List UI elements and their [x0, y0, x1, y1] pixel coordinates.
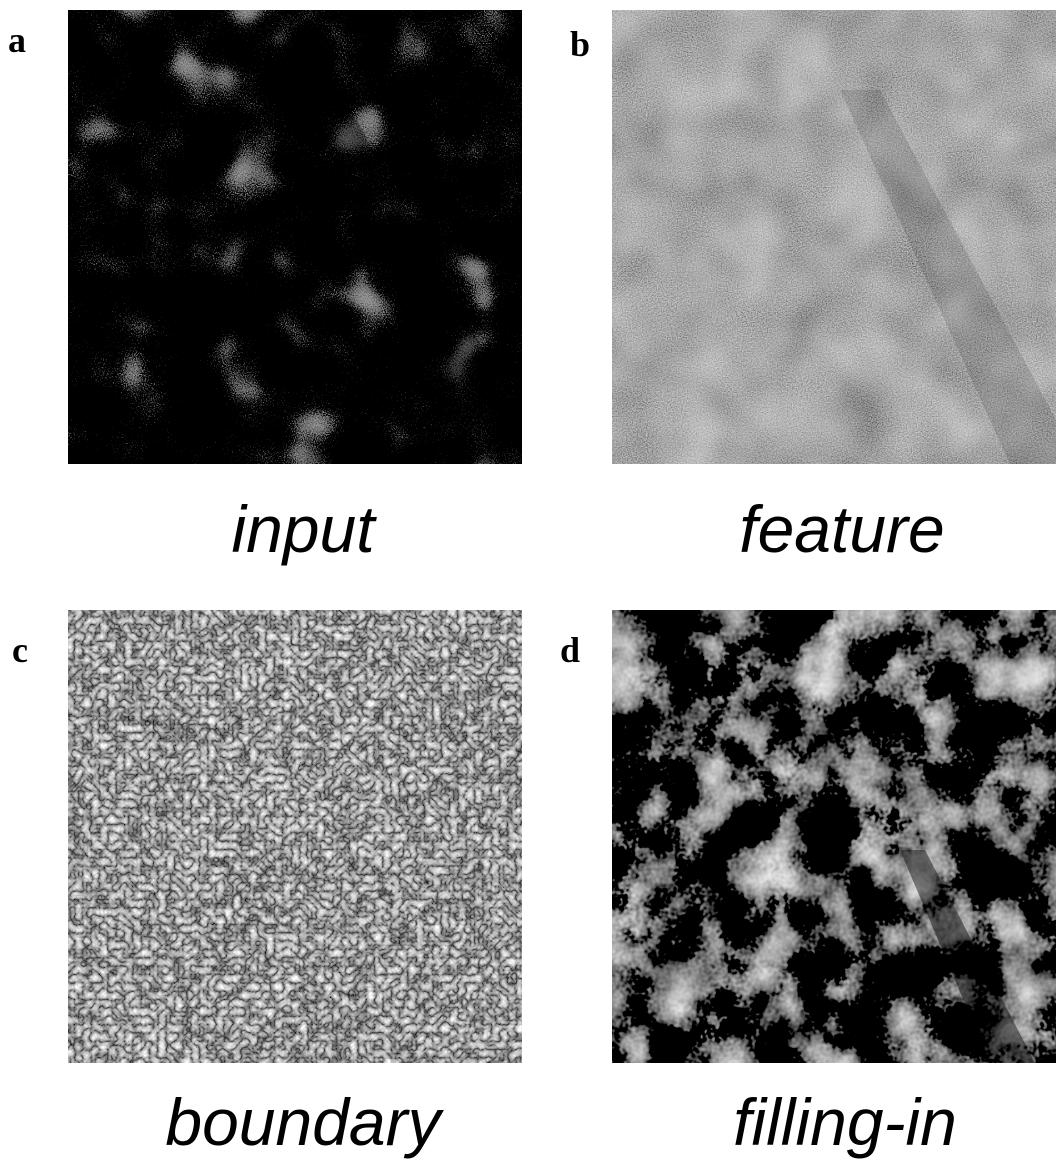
panel-letter: d: [560, 630, 580, 670]
panel-b: b feature: [570, 10, 1056, 566]
panel-letter: c: [12, 630, 28, 670]
figure: a input b feature c boundary d filling-i…: [0, 0, 1056, 1167]
panel-d: d filling-in: [560, 610, 1056, 1159]
panel-letter: b: [570, 24, 590, 64]
boundary-image: [68, 610, 522, 1063]
panel-caption: filling-in: [733, 1085, 957, 1159]
panel-caption: feature: [739, 492, 944, 566]
panel-letter: a: [8, 20, 26, 60]
panel-c: c boundary: [12, 610, 522, 1159]
panel-caption: input: [231, 492, 377, 566]
panel-caption: boundary: [165, 1085, 444, 1159]
panel-a: a input: [8, 10, 522, 566]
